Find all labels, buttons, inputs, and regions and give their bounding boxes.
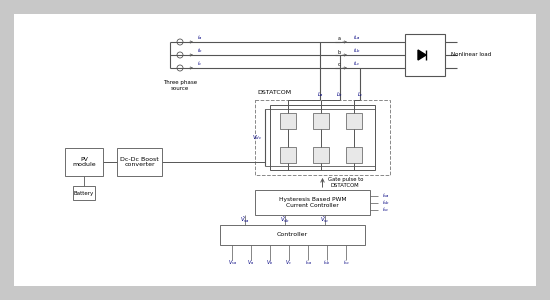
Text: Nonlinear load: Nonlinear load: [451, 52, 491, 58]
Text: a: a: [338, 37, 340, 41]
Text: $V_{sa}$: $V_{sa}$: [228, 259, 236, 268]
Text: c: c: [338, 62, 340, 68]
Bar: [270, 105, 375, 170]
Text: $i_{sa}$: $i_{sa}$: [305, 259, 311, 268]
Text: $\hat{V}_{sc}$: $\hat{V}_{sc}$: [320, 215, 330, 225]
Text: $i_{Lb}$: $i_{Lb}$: [353, 46, 361, 56]
Text: $\hat{V}_{sb}$: $\hat{V}_{sb}$: [280, 215, 290, 225]
Bar: [255, 100, 390, 175]
Text: $i_{sb}$: $i_{sb}$: [323, 259, 331, 268]
Bar: [280, 113, 296, 129]
Text: $i_{sc}$: $i_{sc}$: [343, 259, 349, 268]
Text: DSTATCOM: DSTATCOM: [257, 89, 291, 94]
Text: PV
module: PV module: [72, 157, 96, 167]
Bar: [73, 186, 95, 200]
Text: Gate pulse to
DSTATCOM: Gate pulse to DSTATCOM: [327, 177, 363, 188]
Text: $L_c$: $L_c$: [356, 91, 364, 99]
Text: b: b: [338, 50, 340, 55]
Text: $\hat{V}_{sa}$: $\hat{V}_{sa}$: [240, 215, 250, 225]
Bar: [220, 225, 365, 245]
Text: Hysteresis Based PWM
Current Controller: Hysteresis Based PWM Current Controller: [279, 197, 346, 208]
Bar: [255, 190, 370, 215]
Bar: [313, 113, 329, 129]
Text: $i_{sa}$: $i_{sa}$: [382, 191, 389, 200]
Text: Battery: Battery: [74, 190, 94, 196]
Bar: [313, 147, 329, 163]
Text: $i_{sc}$: $i_{sc}$: [382, 206, 389, 214]
Text: $i_{La}$: $i_{La}$: [353, 34, 361, 42]
Text: $L_b$: $L_b$: [337, 91, 344, 99]
Bar: [280, 147, 296, 163]
Text: Controller: Controller: [277, 232, 308, 238]
Bar: [346, 113, 362, 129]
Bar: [65, 148, 103, 176]
Bar: [117, 148, 162, 176]
Text: $i_{Lc}$: $i_{Lc}$: [353, 59, 361, 68]
Text: $i_c$: $i_c$: [197, 59, 203, 68]
Text: $i_b$: $i_b$: [197, 46, 203, 56]
Text: Dc-Dc Boost
converter: Dc-Dc Boost converter: [120, 157, 159, 167]
Polygon shape: [418, 50, 426, 60]
Bar: [346, 147, 362, 163]
Text: $i_a$: $i_a$: [197, 34, 203, 42]
Text: $V_c$: $V_c$: [285, 259, 293, 268]
Text: $L_a$: $L_a$: [316, 91, 323, 99]
Text: $V_a$: $V_a$: [248, 259, 255, 268]
Bar: [405, 34, 445, 76]
Text: Three phase
source: Three phase source: [163, 80, 197, 91]
Text: $i_{sb}$: $i_{sb}$: [382, 199, 389, 208]
Text: $V_{dc}$: $V_{dc}$: [252, 133, 262, 142]
Text: $V_b$: $V_b$: [266, 259, 274, 268]
